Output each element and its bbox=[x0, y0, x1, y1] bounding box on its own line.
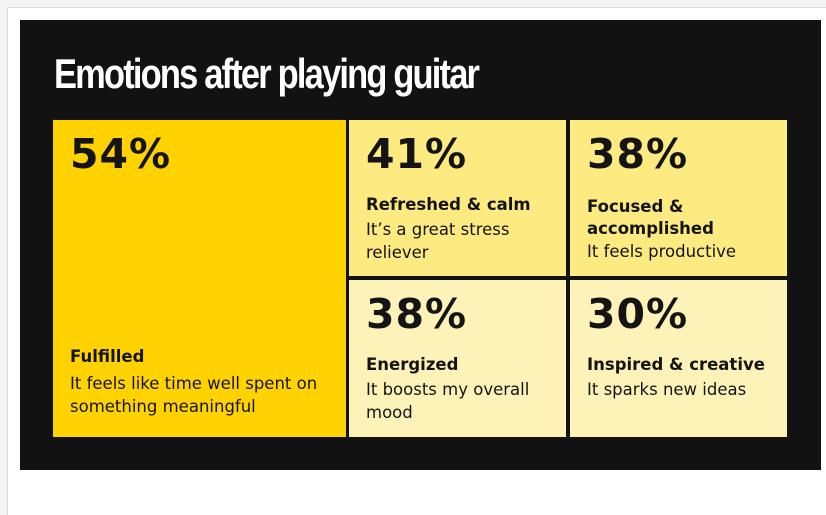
tile-label: Focused & accomplished bbox=[587, 197, 714, 238]
tile-label: Fulfilled bbox=[70, 347, 145, 366]
tile-percent: 38% bbox=[587, 130, 689, 178]
tile-focused-accomplished: 38% Focused & accomplished It feels prod… bbox=[570, 120, 787, 276]
tile-description: It’s a great stress reliever bbox=[366, 220, 510, 262]
tile-description: It sparks new ideas bbox=[587, 380, 747, 399]
infographic-card: Emotions after playing guitar 54% Fulfil… bbox=[20, 20, 821, 470]
tile-description: It feels productive bbox=[587, 242, 737, 261]
tile-fulfilled: 54% Fulfilled It feels like time well sp… bbox=[53, 120, 346, 437]
tile-label: Energized bbox=[366, 355, 459, 374]
tile-percent: 41% bbox=[366, 130, 468, 178]
tile-inspired-creative: 30% Inspired & creative It sparks new id… bbox=[570, 280, 787, 437]
tile-description: It feels like time well spent on somethi… bbox=[70, 374, 318, 416]
tile-label: Refreshed & calm bbox=[366, 195, 531, 214]
tile-percent: 38% bbox=[366, 290, 468, 338]
tile-label: Inspired & creative bbox=[587, 355, 765, 374]
tile-percent: 30% bbox=[587, 290, 689, 338]
chart-title: Emotions after playing guitar bbox=[54, 50, 480, 97]
tile-energized: 38% Energized It boosts my overall mood bbox=[349, 280, 566, 437]
tile-refreshed-calm: 41% Refreshed & calm It’s a great stress… bbox=[349, 120, 566, 276]
tile-percent: 54% bbox=[70, 130, 172, 178]
tile-description: It boosts my overall mood bbox=[366, 380, 530, 422]
